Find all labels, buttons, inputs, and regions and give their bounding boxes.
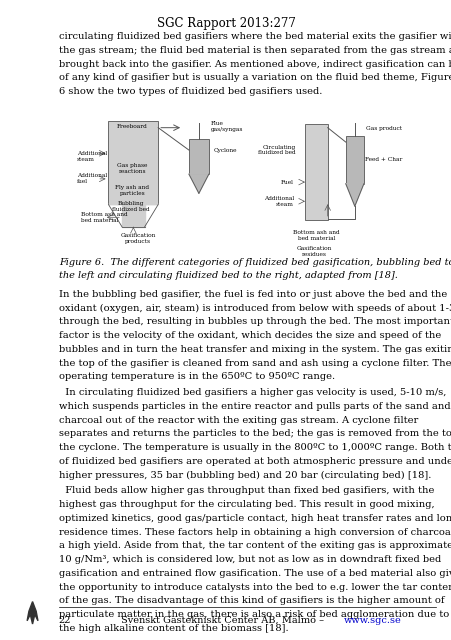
Text: separates and returns the particles to the bed; the gas is removed from the top : separates and returns the particles to t… <box>59 429 451 438</box>
Text: brought back into the gasifier. As mentioned above, indirect gasification can be: brought back into the gasifier. As menti… <box>59 60 451 68</box>
Text: charcoal out of the reactor with the exiting gas stream. A cyclone filter: charcoal out of the reactor with the exi… <box>59 415 417 424</box>
Text: highest gas throughput for the circulating bed. This result in good mixing,: highest gas throughput for the circulati… <box>59 500 433 509</box>
Bar <box>189 139 208 174</box>
Text: SGC Rapport 2013:277: SGC Rapport 2013:277 <box>156 17 295 29</box>
FancyBboxPatch shape <box>108 121 158 204</box>
Text: Additional
fuel: Additional fuel <box>77 173 107 184</box>
Text: through the bed, resulting in bubbles up through the bed. The most important: through the bed, resulting in bubbles up… <box>59 317 451 326</box>
Text: In circulating fluidized bed gasifiers a higher gas velocity is used, 5-10 m/s,: In circulating fluidized bed gasifiers a… <box>59 388 445 397</box>
Text: of any kind of gasifier but is usually a variation on the fluid bed theme, Figur: of any kind of gasifier but is usually a… <box>59 73 451 83</box>
Text: oxidant (oxygen, air, steam) is introduced from below with speeds of about 1-3 m: oxidant (oxygen, air, steam) is introduc… <box>59 303 451 313</box>
Text: Fly ash and
particles: Fly ash and particles <box>115 185 149 196</box>
Text: Gasification
products: Gasification products <box>120 233 155 244</box>
Text: Fuel: Fuel <box>281 180 293 184</box>
Text: In the bubbling bed gasifier, the fuel is fed into or just above the bed and the: In the bubbling bed gasifier, the fuel i… <box>59 290 446 299</box>
Text: Feed + Char: Feed + Char <box>364 157 401 162</box>
Text: gasification and entrained flow gasification. The use of a bed material also giv: gasification and entrained flow gasifica… <box>59 569 451 578</box>
Text: the opportunity to introduce catalysts into the bed to e.g. lower the tar conten: the opportunity to introduce catalysts i… <box>59 582 451 591</box>
Text: Fluid beds allow higher gas throughput than fixed bed gasifiers, with the: Fluid beds allow higher gas throughput t… <box>59 486 433 495</box>
Text: factor is the velocity of the oxidant, which decides the size and speed of the: factor is the velocity of the oxidant, w… <box>59 331 440 340</box>
Text: the top of the gasifier is cleaned from sand and ash using a cyclone filter. The: the top of the gasifier is cleaned from … <box>59 358 450 367</box>
Text: higher pressures, 35 bar (bubbling bed) and 20 bar (circulating bed) [18].: higher pressures, 35 bar (bubbling bed) … <box>59 470 430 480</box>
Text: the gas stream; the fluid bed material is then separated from the gas stream and: the gas stream; the fluid bed material i… <box>59 45 451 55</box>
Text: Additional
steam: Additional steam <box>263 196 293 207</box>
Text: Svenskt Gastekniskt Center AB, Malmö –: Svenskt Gastekniskt Center AB, Malmö – <box>120 616 326 625</box>
Text: the high alkaline content of the biomass [18].: the high alkaline content of the biomass… <box>59 624 288 633</box>
Text: Bottom ash and
bed material: Bottom ash and bed material <box>81 212 128 223</box>
Text: 22: 22 <box>59 616 71 625</box>
Text: Additional
steam: Additional steam <box>77 151 107 162</box>
Text: www.sgc.se: www.sgc.se <box>343 616 400 625</box>
Text: 10 g/Nm³, which is considered low, but not as low as in downdraft fixed bed: 10 g/Nm³, which is considered low, but n… <box>59 555 440 564</box>
Text: Gasification
residues: Gasification residues <box>296 246 331 257</box>
Text: residence times. These factors help in obtaining a high conversion of charcoal a: residence times. These factors help in o… <box>59 527 451 536</box>
Text: of the gas. The disadvantage of this kind of gasifiers is the higher amount of: of the gas. The disadvantage of this kin… <box>59 596 443 605</box>
Polygon shape <box>108 204 158 227</box>
Text: Bubbling
fluidized bed: Bubbling fluidized bed <box>112 201 150 212</box>
Text: optimized kinetics, good gas/particle contact, high heat transfer rates and long: optimized kinetics, good gas/particle co… <box>59 514 451 523</box>
Text: Flue
gas/syngas: Flue gas/syngas <box>211 121 243 132</box>
Text: Bottom ash and
bed material: Bottom ash and bed material <box>292 230 339 241</box>
Text: Gas phase
reactions: Gas phase reactions <box>117 163 147 173</box>
Bar <box>304 124 327 220</box>
Text: a high yield. Aside from that, the tar content of the exiting gas is approximate: a high yield. Aside from that, the tar c… <box>59 541 451 550</box>
Text: bubbles and in turn the heat transfer and mixing in the system. The gas exiting: bubbles and in turn the heat transfer an… <box>59 345 451 354</box>
Text: Freeboard: Freeboard <box>117 124 147 129</box>
Text: Circulating
fluidized bed: Circulating fluidized bed <box>258 145 295 156</box>
Text: Figure 6.  The different categories of fluidized bed gasification, bubbling bed : Figure 6. The different categories of fl… <box>59 258 451 268</box>
Text: operating temperature is in the 650ºC to 950ºC range.: operating temperature is in the 650ºC to… <box>59 372 334 381</box>
Text: Cyclone: Cyclone <box>213 148 236 152</box>
Text: 6 show the two types of fluidized bed gasifiers used.: 6 show the two types of fluidized bed ga… <box>59 87 322 96</box>
Text: of fluidized bed gasifiers are operated at both atmospheric pressure and under: of fluidized bed gasifiers are operated … <box>59 457 451 466</box>
Polygon shape <box>27 602 38 624</box>
Text: the cyclone. The temperature is usually in the 800ºC to 1,000ºC range. Both type: the cyclone. The temperature is usually … <box>59 443 451 452</box>
Text: particulate matter in the gas, there is also a risk of bed agglomeration due to: particulate matter in the gas, there is … <box>59 610 448 619</box>
Polygon shape <box>189 174 208 193</box>
Text: Gas product: Gas product <box>365 126 401 131</box>
Text: the left and circulating fluidized bed to the right, adapted from [18].: the left and circulating fluidized bed t… <box>59 271 397 280</box>
Bar <box>345 136 363 184</box>
Text: which suspends particles in the entire reactor and pulls parts of the sand and: which suspends particles in the entire r… <box>59 402 449 411</box>
Polygon shape <box>345 184 363 206</box>
Bar <box>59 104 435 253</box>
Text: circulating fluidized bed gasifiers where the bed material exits the gasifier wi: circulating fluidized bed gasifiers wher… <box>59 32 451 41</box>
